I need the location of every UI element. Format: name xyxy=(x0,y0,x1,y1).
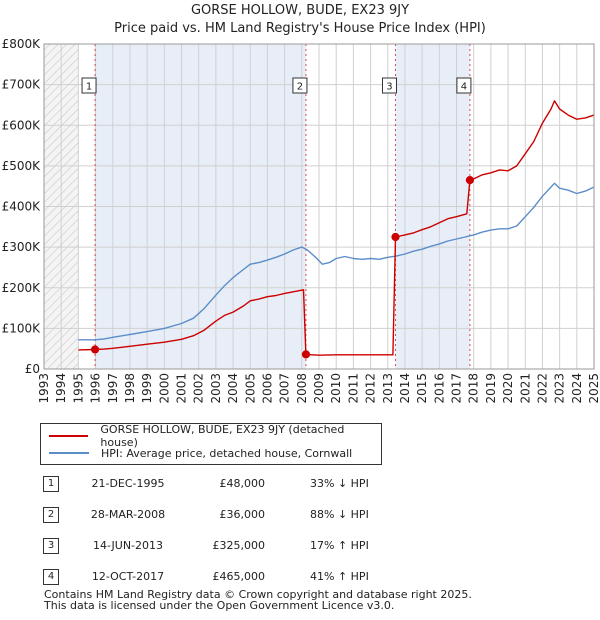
x-tick-label: 2007 xyxy=(278,373,292,404)
hpi-line xyxy=(78,182,595,341)
sale-point xyxy=(301,350,311,359)
sale-hpi-change: 88% ↓ HPI xyxy=(310,508,369,521)
sale-number-box xyxy=(292,77,308,94)
sale-date: 14-JUN-2013 xyxy=(92,539,164,552)
x-tick-label: 2002 xyxy=(192,373,206,404)
sale-number-badge: 1 xyxy=(43,476,59,492)
plot-frame xyxy=(43,43,595,370)
y-tick-label: £300K xyxy=(2,240,42,254)
sale-hpi-change: 41% ↑ HPI xyxy=(310,570,369,583)
x-tick-label: 2021 xyxy=(518,373,532,404)
y-tick-label: £800K xyxy=(2,37,42,51)
legend-swatch-hpi xyxy=(49,452,89,454)
sale-hpi-change: 33% ↓ HPI xyxy=(310,477,369,490)
x-tick-label: 2017 xyxy=(450,373,464,404)
price-paid-line xyxy=(78,100,595,356)
x-tick-label: 2006 xyxy=(260,373,274,404)
sale-number-label: 3 xyxy=(386,82,392,93)
attribution-line-1: Contains HM Land Registry data © Crown c… xyxy=(44,588,472,601)
table-row: 3 14-JUN-2013 £325,000 17% ↑ HPI xyxy=(40,535,540,555)
y-tick-label: £100K xyxy=(2,321,42,335)
legend-item-hpi: HPI: Average price, detached house, Corn… xyxy=(49,445,352,461)
x-tick-label: 2023 xyxy=(553,373,567,404)
x-tick-label: 1996 xyxy=(89,373,103,404)
sale-date: 12-OCT-2017 xyxy=(91,570,165,583)
x-tick-label: 2013 xyxy=(381,373,395,404)
x-tick-label: 1995 xyxy=(71,373,85,404)
legend-item-price: GORSE HOLLOW, BUDE, EX23 9JY (detached h… xyxy=(49,423,381,449)
sale-price: £36,000 xyxy=(219,508,266,521)
chart-title: GORSE HOLLOW, BUDE, EX23 9JY xyxy=(190,3,410,18)
sale-number-box xyxy=(81,77,97,94)
y-tick-label: £0 xyxy=(25,362,40,376)
sale-point xyxy=(391,232,400,242)
x-tick-label: 2014 xyxy=(398,373,412,404)
sale-number-box xyxy=(456,77,472,94)
legend-swatch-price xyxy=(49,435,89,437)
x-tick-label: 2015 xyxy=(415,373,429,404)
sale-price: £48,000 xyxy=(219,477,266,490)
x-tick-label: 2001 xyxy=(175,373,189,404)
sale-point xyxy=(90,345,100,354)
y-tick-label: £200K xyxy=(2,281,42,295)
price-chart: 1 2 3 4 £0 £100K £200K £300K £400K £500K £600K £70… xyxy=(2,37,600,404)
sale-number-badge: 2 xyxy=(43,507,59,523)
legend-label-hpi: HPI: Average price, detached house, Corn… xyxy=(101,446,353,460)
x-tick-label: 2010 xyxy=(329,373,343,404)
sale-point xyxy=(465,175,475,185)
x-tick-label: 1997 xyxy=(106,373,120,404)
chart-subtitle: Price paid vs. HM Land Registry's House … xyxy=(114,21,486,36)
sale-price: £465,000 xyxy=(212,570,266,583)
table-row: 2 28-MAR-2008 £36,000 88% ↓ HPI xyxy=(40,504,540,524)
x-tick-label: 1998 xyxy=(123,373,137,404)
sale-number-badge: 4 xyxy=(43,569,59,585)
sale-date: 21-DEC-1995 xyxy=(91,477,165,490)
x-tick-label: 2008 xyxy=(295,373,309,404)
x-tick-label: 2009 xyxy=(312,373,326,404)
y-tick-label: £700K xyxy=(2,78,42,92)
attribution-line-2: This data is licensed under the Open Gov… xyxy=(44,599,395,612)
attribution-footer: Contains HM Land Registry data © Crown c… xyxy=(44,589,472,611)
x-tick-label: 2022 xyxy=(535,373,549,404)
sale-number-label: 4 xyxy=(461,82,467,93)
x-tick-label: 2011 xyxy=(346,373,360,404)
x-tick-label: 2005 xyxy=(243,373,257,404)
table-row: 1 21-DEC-1995 £48,000 33% ↓ HPI xyxy=(40,473,540,493)
x-tick-label: 2018 xyxy=(467,373,481,404)
x-tick-label: 1994 xyxy=(54,373,68,404)
sale-hpi-change: 17% ↑ HPI xyxy=(310,539,369,552)
sale-date: 28-MAR-2008 xyxy=(90,508,166,521)
sale-number-label: 2 xyxy=(297,82,303,93)
x-tick-label: 2004 xyxy=(226,373,240,404)
y-tick-label: £500K xyxy=(2,159,42,173)
table-row: 4 12-OCT-2017 £465,000 41% ↑ HPI xyxy=(40,566,540,586)
sale-number-badge: 3 xyxy=(43,538,59,554)
sale-number-box xyxy=(381,77,397,94)
x-tick-label: 2019 xyxy=(484,373,498,404)
x-tick-label: 2016 xyxy=(432,373,446,404)
y-tick-label: £600K xyxy=(2,118,42,132)
y-tick-label: £400K xyxy=(2,200,42,214)
x-tick-label: 1993 xyxy=(37,373,51,404)
sale-number-label: 1 xyxy=(86,82,92,93)
sale-price: £325,000 xyxy=(212,539,266,552)
x-tick-label: 2000 xyxy=(157,373,171,404)
chart-legend: GORSE HOLLOW, BUDE, EX23 9JY (detached h… xyxy=(40,423,382,465)
x-tick-label: 2020 xyxy=(501,373,515,404)
x-tick-label: 2012 xyxy=(364,373,378,404)
legend-label-price: GORSE HOLLOW, BUDE, EX23 9JY (detached h… xyxy=(100,423,345,449)
x-tick-label: 2024 xyxy=(570,373,584,404)
x-tick-label: 1999 xyxy=(140,373,154,404)
x-tick-label: 2025 xyxy=(587,373,600,404)
x-tick-label: 2003 xyxy=(209,373,223,404)
